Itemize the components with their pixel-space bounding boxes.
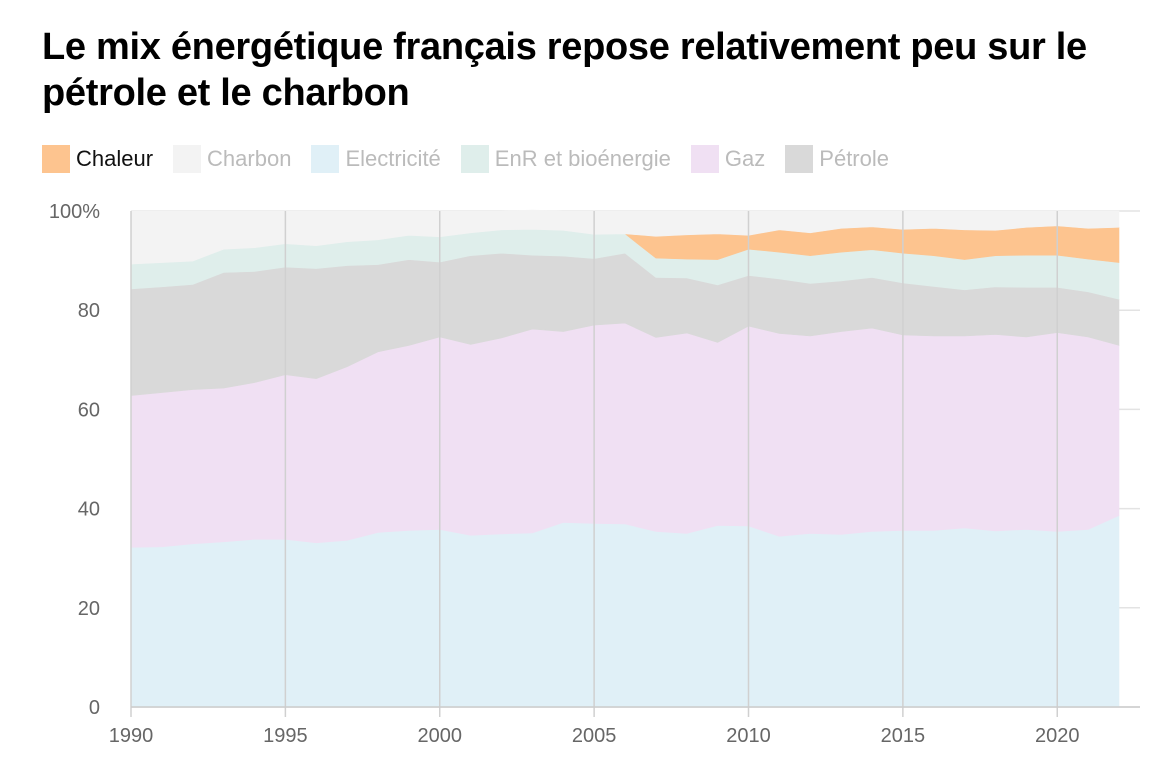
legend-label-chaleur: Chaleur <box>76 146 154 171</box>
legend-swatch-enr-et-bioenergie <box>460 145 489 173</box>
legend: Chaleur Charbon Electricité EnR et bioénerg… <box>42 142 909 176</box>
y-tick-label: 20 <box>78 598 100 620</box>
legend-swatch-petrole <box>785 145 814 173</box>
legend-item-charbon[interactable]: Charbon <box>173 145 291 173</box>
legend-label-gaz: Gaz <box>724 146 766 171</box>
chart-title: Le mix énergétique français repose relat… <box>42 26 1087 114</box>
legend-swatch-chaleur <box>42 145 70 173</box>
y-tick-label: 60 <box>78 399 100 421</box>
x-tick-label: 2000 <box>418 725 463 747</box>
y-tick-label: 40 <box>78 499 100 521</box>
legend-label-enr-et-bioenergie: EnR et bioénergie <box>494 146 671 171</box>
legend-swatch-electricite <box>311 145 340 173</box>
legend-item-petrole[interactable]: Pétrole <box>785 145 889 173</box>
x-tick-label: 1990 <box>109 725 154 747</box>
y-tick-label: 0 <box>89 697 100 719</box>
legend-item-gaz[interactable]: Gaz <box>690 145 766 173</box>
y-tick-label: 100% <box>49 201 100 223</box>
x-tick-label: 2020 <box>1035 725 1080 747</box>
legend-label-charbon: Charbon <box>207 146 292 171</box>
legend-label-electricite: Electricité <box>345 146 441 171</box>
legend-item-electricite[interactable]: Electricité <box>311 145 441 173</box>
area-electricite <box>130 515 1120 708</box>
legend-swatch-charbon <box>173 145 202 173</box>
legend-item-chaleur[interactable]: Chaleur <box>42 145 153 173</box>
legend-item-enr-et-bioenergie[interactable]: EnR et bioénergie <box>460 145 671 173</box>
y-tick-label: 80 <box>78 300 100 322</box>
x-tick-label: 2005 <box>572 725 617 747</box>
x-tick-label: 2015 <box>881 725 926 747</box>
x-tick-label: 2010 <box>726 725 771 747</box>
x-tick-label: 1995 <box>263 725 308 747</box>
legend-swatch-gaz <box>690 145 719 173</box>
legend-label-petrole: Pétrole <box>819 146 889 171</box>
